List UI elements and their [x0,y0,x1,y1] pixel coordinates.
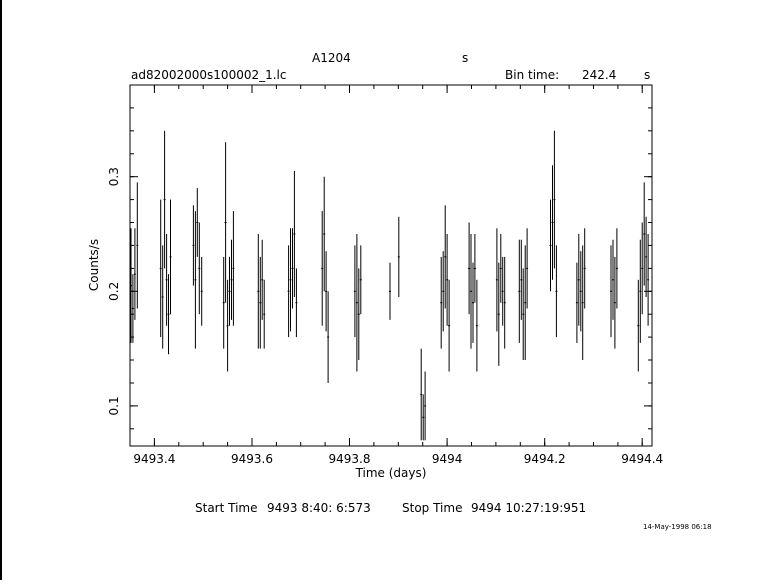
x-tick-label: 9493.8 [329,452,371,466]
x-axis-label: Time (days) [355,466,427,480]
x-tick-label: 9494.2 [524,452,566,466]
date-stamp: 14-May-1998 06:18 [643,523,712,531]
filename-label: ad82002000s100002_1.lc [131,68,287,82]
x-tick-label: 9494 [432,452,463,466]
y-axis-label: Counts/s [87,239,101,291]
y-tick-labels: 0.1 0.2 0.3 [107,167,121,415]
start-time-label: Start Time [195,501,258,515]
y-tick-label: 0.1 [107,396,121,415]
stop-time-label: Stop Time [402,501,462,515]
bin-time-unit: s [644,68,650,82]
y-tick-label: 0.3 [107,167,121,186]
bin-time-label: Bin time: [505,68,559,82]
y-tick-label: 0.2 [107,282,121,301]
bin-time-value: 242.4 [582,68,616,82]
x-tick-label: 9493.4 [133,452,175,466]
page-border [0,0,2,580]
x-tick-labels: 9493.4 9493.6 9493.8 9494 9494.2 9494.4 [133,452,663,466]
plot-frame [129,84,653,447]
x-tick-label: 9494.4 [621,452,663,466]
start-time-value: 9493 8:40: 6:573 [267,501,371,515]
data-points [130,130,650,441]
axis-ticks [129,84,652,446]
stop-time-value: 9494 10:27:19:951 [471,501,586,515]
chart-title-right: s [462,51,468,65]
chart-title-left: A1204 [312,51,351,65]
x-tick-label: 9493.6 [231,452,273,466]
